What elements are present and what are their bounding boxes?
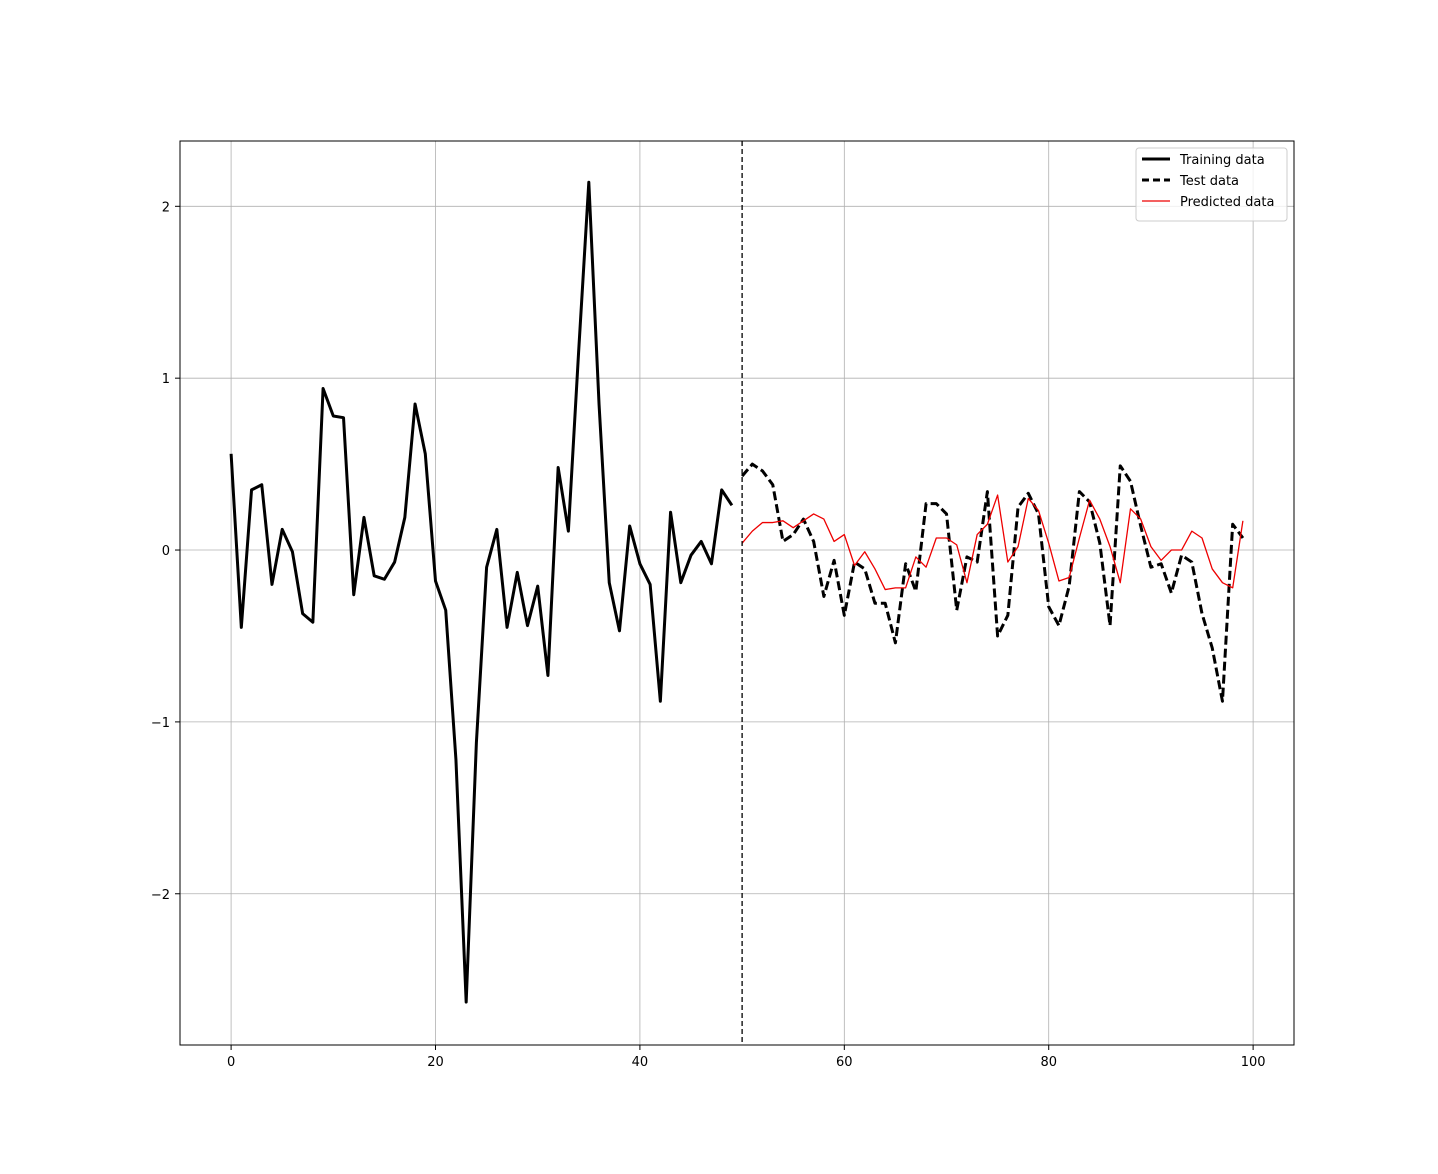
legend-label: Test data bbox=[1179, 174, 1239, 189]
legend: Training data Test data Predicted data bbox=[1135, 147, 1288, 222]
x-tick-label: 40 bbox=[632, 1055, 649, 1070]
series-line-predicted-data bbox=[741, 494, 1244, 591]
legend-label: Predicted data bbox=[1180, 195, 1274, 210]
plot-frame bbox=[179, 140, 1295, 1046]
x-tick-label: 20 bbox=[427, 1055, 444, 1070]
x-tick-label: 80 bbox=[1040, 1055, 1057, 1070]
x-tick-label: 0 bbox=[227, 1055, 235, 1070]
grid bbox=[180, 141, 1294, 1045]
x-tick-label: 100 bbox=[1241, 1055, 1266, 1070]
legend-box bbox=[1135, 147, 1288, 222]
series-line-training-data bbox=[229, 180, 734, 1004]
axis-ticks: 0 20 40 60 80 100 −2 −1 0 1 2 bbox=[151, 200, 1266, 1070]
series-lines bbox=[229, 180, 1245, 1004]
legend-label: Training data bbox=[1179, 153, 1265, 168]
y-tick-label: 1 bbox=[162, 372, 170, 387]
y-tick-label: −1 bbox=[151, 716, 170, 731]
x-tick-label: 60 bbox=[836, 1055, 853, 1070]
y-tick-label: 0 bbox=[162, 544, 170, 559]
y-tick-label: 2 bbox=[162, 200, 170, 215]
y-tick-label: −2 bbox=[151, 888, 170, 903]
series-line-test-data bbox=[740, 462, 1245, 703]
